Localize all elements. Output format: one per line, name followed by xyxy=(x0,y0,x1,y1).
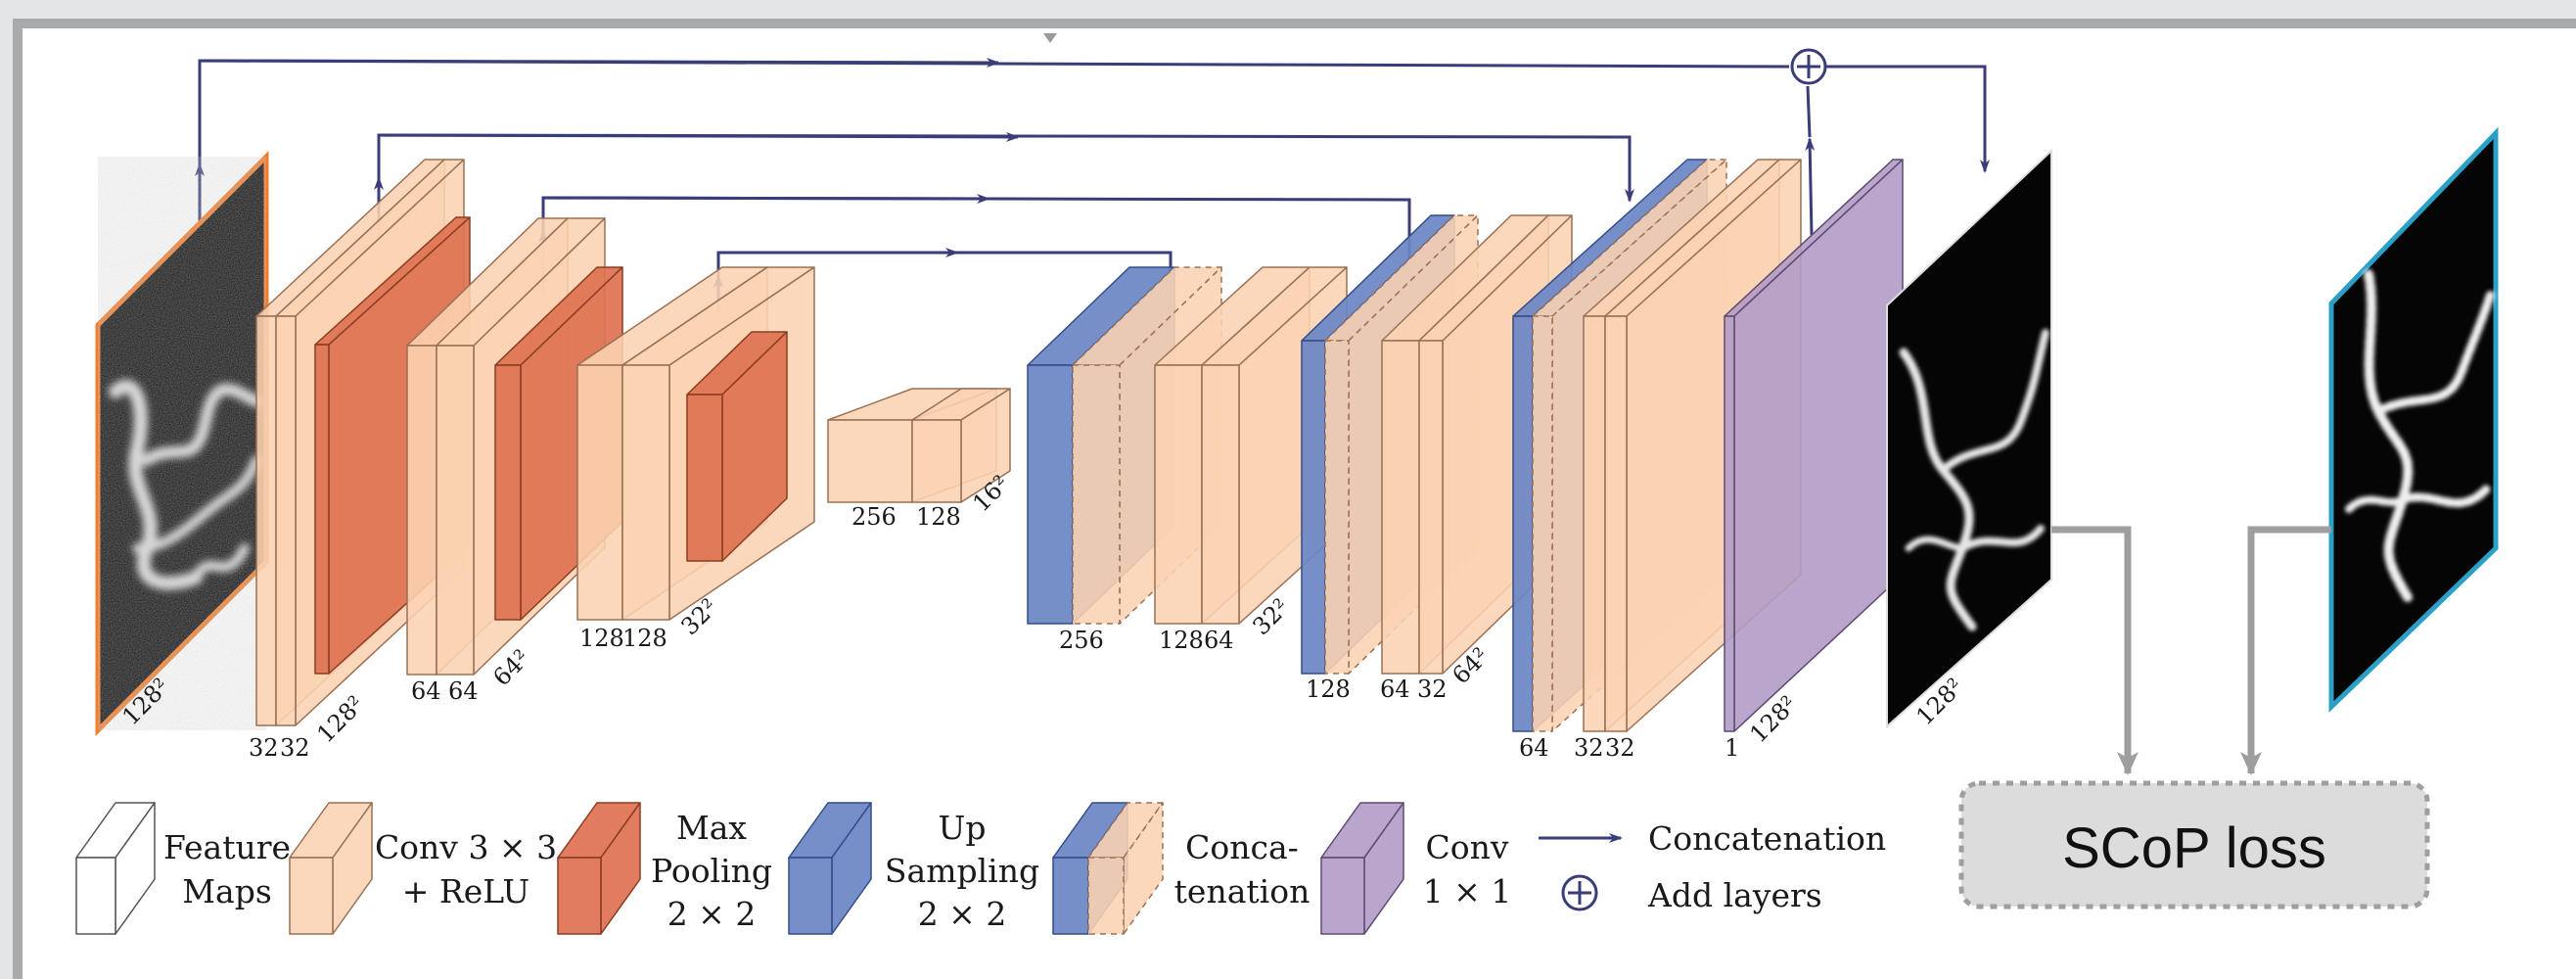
dec3-conv-b-front xyxy=(1201,364,1240,625)
legend-add-icon xyxy=(1561,874,1598,911)
legend-icons xyxy=(75,802,1404,935)
legend-conv1x1-icon-front xyxy=(1320,857,1365,935)
conv1x1-output xyxy=(1724,159,1904,732)
add-input-arrow xyxy=(1805,137,1816,236)
legend-conv-line1: Conv 3 × 3 xyxy=(375,828,557,866)
enc1-conv-b-front xyxy=(275,315,297,726)
dim-dec2-ch-a: 64 xyxy=(1380,676,1410,703)
legend-maxpool-line3: 2 × 2 xyxy=(667,895,757,933)
legend-upsample-line1: Up xyxy=(939,809,987,847)
legend-concat-icon-conv-front xyxy=(1087,857,1125,935)
legend-conv1x1-line2: 1 × 1 xyxy=(1423,872,1512,910)
legend-feature-maps-icon-front xyxy=(75,857,116,935)
legend-upsample-line2: Sampling xyxy=(885,852,1039,890)
legend-conv-line2: + ReLU xyxy=(402,872,529,910)
dim-dec2-ch-b: 32 xyxy=(1417,676,1448,703)
dec1-upsample-front xyxy=(1512,315,1534,732)
dec1-conv-b-front xyxy=(1604,315,1628,732)
bottleneck-conv-b xyxy=(911,388,1011,503)
legend-conv1x1-icon xyxy=(1320,802,1404,935)
legend-maxpool-icon-front xyxy=(557,857,602,935)
output-image xyxy=(1886,148,2052,729)
enc3-pool-front xyxy=(686,394,723,562)
dec2-conv-a-front xyxy=(1381,340,1420,675)
scop-loss-label: SCoP loss xyxy=(2062,816,2326,880)
dec2-upsample-front xyxy=(1301,340,1326,675)
dim-enc3-ch-a: 128 xyxy=(579,625,624,652)
enc3-conv-a-front xyxy=(576,364,623,621)
enc1-pool-front xyxy=(314,344,330,675)
legend-conv-icon xyxy=(289,802,373,935)
dim-conv1-ch: 1 xyxy=(1725,734,1739,762)
dec1-conv-a-front xyxy=(1583,315,1606,732)
dec3-upsample-front xyxy=(1027,364,1074,625)
dim-enc2-ch-a: 64 xyxy=(411,677,441,705)
scop-loss-box: SCoP loss xyxy=(1958,780,2430,909)
top-marker-icon xyxy=(1043,33,1057,43)
legend-concat-icon-conv-side xyxy=(1123,802,1164,935)
dim-enc1-ch-a: 32 xyxy=(249,734,279,762)
legend-feature-maps-line2: Maps xyxy=(182,872,272,910)
dim-enc2-ch-b: 64 xyxy=(448,677,479,705)
legend-concat-arrow-label: Concatenation xyxy=(1648,819,1886,858)
legend-concat-block-line1: Conca- xyxy=(1185,828,1299,866)
dim-dec1-concat: 64 xyxy=(1519,734,1549,762)
legend-concat-icon-conv xyxy=(1087,802,1164,935)
legend-maxpool-line1: Max xyxy=(676,809,747,847)
dec1-concat-skip-top xyxy=(1532,159,1727,317)
dim-dec3-ch-a: 128 xyxy=(1159,627,1204,654)
dim-bott-ch-a: 256 xyxy=(851,503,897,531)
dec2-concat-skip-front xyxy=(1324,340,1350,675)
enc2-conv-a-front xyxy=(406,345,437,676)
bottleneck-conv-b-front xyxy=(911,419,962,503)
legend-conv1x1-line1: Conv xyxy=(1425,828,1508,866)
dim-enc1-ch-b: 32 xyxy=(280,734,310,762)
dim-bott-ch-b: 128 xyxy=(916,503,961,531)
dim-dec3-ch-b: 64 xyxy=(1204,627,1234,654)
legend-upsample-line3: 2 × 2 xyxy=(918,895,1007,933)
legend-add-label: Add layers xyxy=(1647,876,1822,914)
bottleneck-conv-a-front xyxy=(827,419,913,503)
legend-upsample-icon xyxy=(788,802,872,935)
legend: Feature Maps Conv 3 × 3 + ReLU Max Pooli… xyxy=(163,809,1886,933)
page-border xyxy=(13,19,2576,979)
legend-conv-icon-front xyxy=(289,857,334,935)
dec2-conv-b-front xyxy=(1418,340,1444,675)
conv1x1-output-front xyxy=(1724,315,1735,732)
dim-dec1-ch-a: 32 xyxy=(1574,734,1604,762)
dim-enc3-ch-b: 128 xyxy=(622,625,667,652)
loss-flow xyxy=(2051,526,2331,775)
enc3-conv-b-front xyxy=(621,364,670,621)
add-layers-node xyxy=(1790,48,1827,85)
dec3-concat-skip-front xyxy=(1072,364,1121,625)
dim-dec3-concat: 256 xyxy=(1059,627,1104,654)
legend-concat-block-line2: tenation xyxy=(1174,872,1311,910)
legend-maxpool-line2: Pooling xyxy=(651,852,772,890)
input-image xyxy=(95,150,269,737)
network-blocks xyxy=(255,159,1904,732)
legend-feature-maps-icon xyxy=(75,802,156,935)
dec1-concat-skip-front xyxy=(1532,315,1553,732)
legend-feature-maps-line1: Feature xyxy=(163,828,291,866)
dim-dec2-concat: 128 xyxy=(1306,676,1351,703)
enc3-pool xyxy=(686,331,788,562)
legend-concat-icon-up-front xyxy=(1052,857,1089,935)
enc2-pool-front xyxy=(494,364,522,621)
enc1-conv-a-front xyxy=(255,315,277,726)
dim-dec1-ch-b: 32 xyxy=(1605,734,1635,762)
target-image xyxy=(2328,126,2499,713)
enc2-conv-b-front xyxy=(436,345,475,676)
dec3-conv-a-front xyxy=(1154,364,1203,625)
legend-maxpool-icon xyxy=(557,802,641,935)
legend-upsample-icon-front xyxy=(788,857,833,935)
